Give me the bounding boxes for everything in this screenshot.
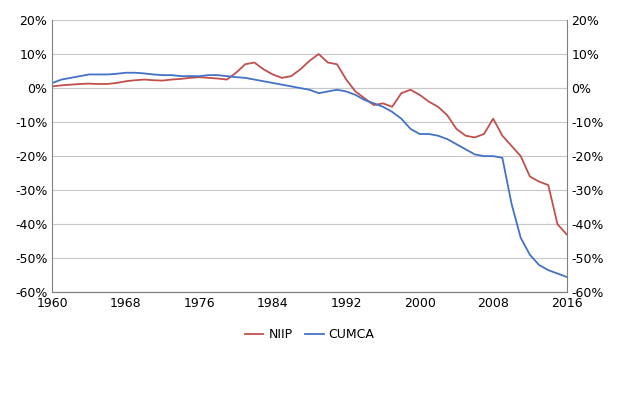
CUMCA [196,74,203,79]
NIIP [563,232,570,237]
Legend: NIIP, CUMCA: NIIP, CUMCA [240,323,379,346]
Line: NIIP: NIIP [53,54,566,235]
CUMCA [122,70,129,75]
CUMCA [278,82,285,87]
CUMCA [76,74,84,79]
NIIP [76,81,84,86]
NIIP [269,72,277,77]
CUMCA [416,132,423,136]
NIIP [67,82,74,87]
CUMCA [407,126,414,131]
CUMCA [67,75,74,80]
NIIP [315,52,322,57]
NIIP [407,87,414,92]
NIIP [186,75,194,80]
CUMCA [563,275,570,279]
NIIP [416,93,423,97]
Line: CUMCA: CUMCA [53,73,566,277]
CUMCA [49,81,56,85]
NIIP [49,84,56,89]
